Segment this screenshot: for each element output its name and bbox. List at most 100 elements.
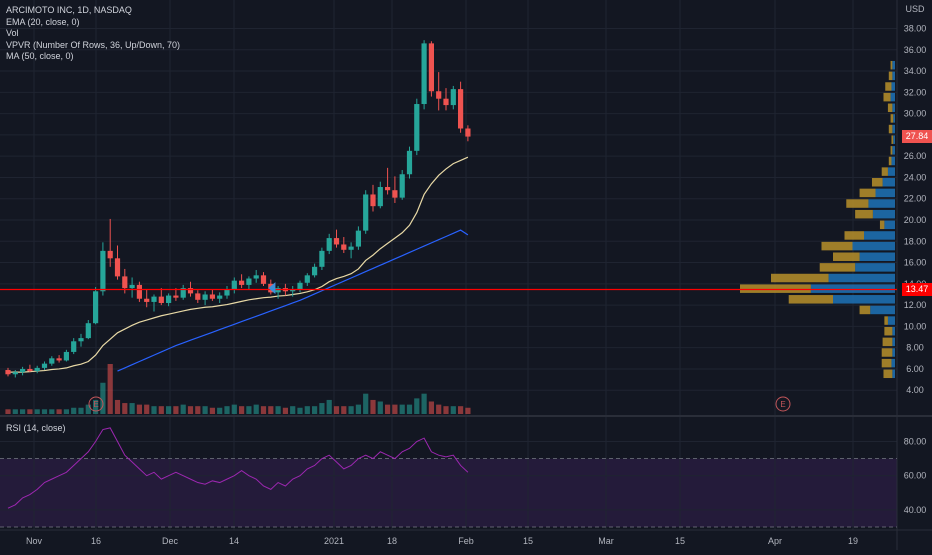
candle-body (297, 282, 303, 290)
candle-body (195, 293, 201, 300)
candle-body (363, 194, 369, 231)
volume-profile-down-bar (884, 316, 888, 325)
volume-profile-down-bar (740, 284, 811, 293)
volume-profile-down-bar (885, 82, 892, 91)
rsi-legend[interactable]: RSI (14, close) (6, 423, 66, 433)
candle-body (20, 368, 26, 373)
volume-bar (195, 406, 201, 414)
volume-bar (100, 382, 106, 414)
price-tick-label: 24.00 (904, 172, 927, 182)
time-tick-label: 15 (523, 536, 533, 546)
candle-body (49, 358, 55, 364)
volume-profile-up-bar (892, 369, 895, 379)
candle-body (180, 288, 186, 298)
candle-body (93, 291, 99, 324)
volume-profile-up-bar (892, 103, 895, 113)
volume-legend[interactable]: Vol (6, 28, 19, 38)
volume-bar (5, 409, 11, 414)
volume-profile-down-bar (855, 209, 873, 219)
price-tick-label: 30.00 (904, 109, 927, 119)
currency-label: USD (905, 4, 925, 14)
candle-body (304, 275, 310, 283)
volume-profile-up-bar (892, 124, 895, 134)
volume-profile-up-bar (833, 295, 895, 304)
volume-bar (71, 407, 77, 414)
candle-body (5, 370, 11, 375)
candle-body (377, 187, 383, 207)
volume-bar (282, 407, 288, 414)
volume-bar (173, 406, 179, 414)
price-tick-label: 10.00 (904, 321, 927, 331)
volume-bar (414, 398, 420, 414)
volume-profile-down-bar (890, 60, 893, 70)
volume-profile-up-bar (891, 358, 895, 368)
volume-bar (158, 406, 164, 414)
candle-body (465, 128, 471, 137)
candle-body (136, 284, 142, 299)
candle-body (333, 238, 340, 245)
volume-profile-down-bar (882, 337, 893, 347)
volume-bar (136, 404, 142, 414)
rsi-tick-label: 60.00 (904, 471, 927, 481)
volume-bar (34, 409, 40, 414)
symbol-title[interactable]: ARCIMOTO INC, 1D, NASDAQ (6, 5, 132, 15)
volume-bar (406, 404, 413, 414)
volume-profile-down-bar (890, 114, 894, 123)
candle-body (209, 294, 215, 299)
candle-body (239, 280, 245, 285)
candle-body (406, 150, 413, 175)
candle-body (436, 91, 442, 99)
volume-profile-up-bar (859, 252, 895, 261)
volume-bar (202, 406, 208, 414)
volume-profile-up-bar (864, 231, 895, 240)
volume-profile-down-bar (888, 156, 892, 166)
vpvr-legend[interactable]: VPVR (Number Of Rows, 36, Up/Down, 70) (6, 39, 181, 50)
volume-bar (290, 406, 296, 414)
volume-profile-down-bar (844, 231, 864, 240)
price-tick-label: 4.00 (906, 385, 924, 395)
volume-profile-up-bar (892, 348, 895, 357)
volume-bar (93, 399, 99, 414)
rsi-line (7, 427, 469, 509)
volume-profile-up-bar (892, 71, 895, 81)
candle-body (312, 266, 318, 276)
volume-bar (399, 404, 405, 414)
volume-bar (78, 407, 84, 414)
ma-legend[interactable]: MA (50, close, 0) (6, 51, 74, 61)
volume-bar (458, 406, 464, 414)
candle-body (187, 288, 194, 294)
candle-body (458, 89, 464, 129)
volume-profile-down-bar (881, 348, 893, 357)
volume-profile-down-bar (819, 263, 856, 272)
volume-bar (56, 409, 62, 414)
time-tick-label: 14 (229, 536, 239, 546)
arrow-marker-icon (268, 282, 276, 295)
volume-profile-up-bar (892, 146, 895, 155)
volume-profile-down-bar (884, 326, 893, 336)
candle-body (166, 295, 172, 303)
candle-body (385, 187, 391, 191)
volume-profile-down-bar (888, 124, 893, 134)
price-tick-label: 26.00 (904, 151, 927, 161)
volume-bar (20, 409, 26, 414)
volume-profile-down-bar (833, 252, 860, 261)
candle-body (217, 295, 223, 299)
volume-bar (217, 407, 223, 414)
volume-profile-up-bar (852, 241, 895, 251)
volume-bar (231, 404, 237, 414)
candle-body (341, 244, 347, 250)
earnings-marker-icon: E (88, 396, 104, 412)
volume-bar (85, 404, 91, 414)
candle-body (151, 296, 157, 302)
candle-body (129, 284, 135, 289)
ema-legend[interactable]: EMA (20, close, 0) (6, 16, 80, 27)
volume-profile-up-bar (884, 220, 895, 230)
volume-bar (122, 403, 128, 414)
volume-bar (12, 409, 18, 414)
volume-profile-up-bar (890, 92, 895, 102)
price-tick-label: 16.00 (904, 258, 927, 268)
candle-body (41, 363, 48, 368)
volume-bar (443, 406, 449, 414)
